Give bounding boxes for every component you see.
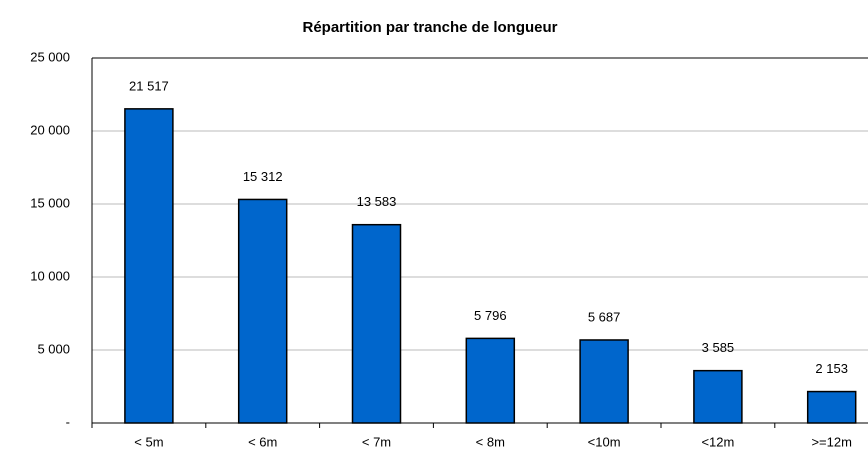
data-label: 15 312 [243,169,283,184]
bar [237,198,288,424]
x-tick-label: < 5m [134,434,163,449]
y-tick-label: 15 000 [30,195,70,210]
data-label: 5 796 [474,308,507,323]
y-tick-label: 25 000 [30,49,70,64]
y-tick-label: 5 000 [37,341,70,356]
data-label: 2 153 [815,361,848,376]
x-tick-label: < 8m [476,434,505,449]
x-tick-label: < 7m [362,434,391,449]
chart-title: Répartition par tranche de longueur [302,19,557,36]
data-label: 5 687 [588,309,621,324]
x-tick-label: < 6m [248,434,277,449]
y-tick-label: 20 000 [30,122,70,137]
y-tick-label: - [66,414,70,429]
x-tick-label: >=12m [811,434,851,449]
y-tick-label: 10 000 [30,268,70,283]
data-label: 3 585 [702,340,735,355]
data-label: 21 517 [129,78,169,93]
data-label: 13 583 [357,194,397,209]
x-tick-label: <10m [588,434,621,449]
x-tick-label: <12m [701,434,734,449]
bar [693,369,743,424]
bar [465,337,516,424]
bar [124,108,174,424]
bar [806,390,857,424]
bar [579,339,629,424]
bar [351,223,402,424]
